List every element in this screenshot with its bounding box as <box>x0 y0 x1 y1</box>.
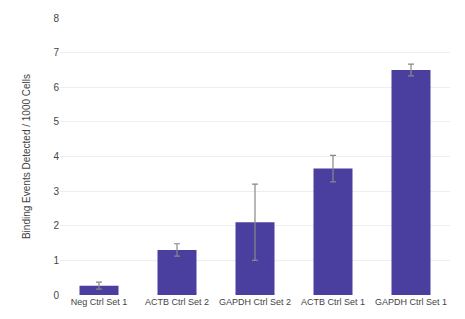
svg-text:3: 3 <box>53 186 59 197</box>
svg-text:1: 1 <box>53 255 59 266</box>
svg-text:8: 8 <box>53 13 59 24</box>
svg-text:6: 6 <box>53 82 59 93</box>
svg-text:Binding Events Detected / 1000: Binding Events Detected / 1000 Cells <box>21 74 32 239</box>
svg-text:ACTB Ctrl Set 1: ACTB Ctrl Set 1 <box>301 297 365 307</box>
svg-text:GAPDH Ctrl Set 1: GAPDH Ctrl Set 1 <box>375 297 447 307</box>
svg-text:ACTB Ctrl Set 2: ACTB Ctrl Set 2 <box>145 297 209 307</box>
svg-text:4: 4 <box>53 151 59 162</box>
svg-text:Neg Ctrl Set 1: Neg Ctrl Set 1 <box>71 297 128 307</box>
svg-text:2: 2 <box>53 220 59 231</box>
svg-text:0: 0 <box>53 290 59 301</box>
svg-text:GAPDH Ctrl Set 2: GAPDH Ctrl Set 2 <box>219 297 291 307</box>
svg-text:7: 7 <box>53 47 59 58</box>
svg-text:5: 5 <box>53 116 59 127</box>
